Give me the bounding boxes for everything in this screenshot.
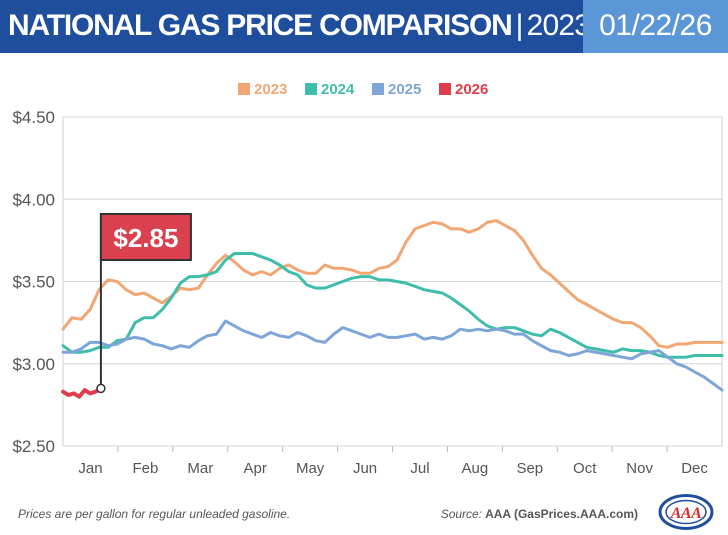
logo-text: AAA xyxy=(670,505,702,522)
title-separator: | xyxy=(515,9,524,42)
x-tick-label: May xyxy=(296,460,325,477)
report-date: 01/22/26 xyxy=(599,9,712,42)
x-tick-label: Jun xyxy=(353,460,377,477)
legend-label-2026: 2026 xyxy=(455,81,488,98)
callout-box xyxy=(99,213,192,261)
x-tick-label: Jul xyxy=(410,460,429,477)
aaa-logo-icon: AAA xyxy=(658,494,714,530)
x-tick-label: Aug xyxy=(462,460,489,477)
date-bar: 01/22/26 xyxy=(583,0,728,53)
series-line-2025 xyxy=(61,319,724,392)
legend-label-2023: 2023 xyxy=(254,81,287,98)
x-tick-label: Jan xyxy=(78,460,102,477)
title-bar: NATIONAL GAS PRICE COMPARISON|2023-2026 xyxy=(0,0,664,53)
legend-label-2024: 2024 xyxy=(321,81,355,98)
title-main: NATIONAL GAS PRICE COMPARISON xyxy=(8,9,513,42)
series-line-2024 xyxy=(61,252,724,359)
x-tick-label: Apr xyxy=(244,460,267,477)
series-line-2026 xyxy=(61,386,103,399)
y-tick-label: $3.00 xyxy=(12,355,55,374)
footnote: Prices are per gallon for regular unlead… xyxy=(18,507,291,521)
header-banner: NATIONAL GAS PRICE COMPARISON|2023-2026 … xyxy=(0,0,728,53)
x-tick-label: Feb xyxy=(132,460,158,477)
legend-label-2025: 2025 xyxy=(388,81,421,98)
legend-swatch-2026 xyxy=(439,83,451,95)
x-tick-label: Dec xyxy=(681,460,708,477)
x-tick-label: Nov xyxy=(626,460,653,477)
x-tick-label: Sep xyxy=(516,460,543,477)
legend-swatch-2023 xyxy=(238,83,250,95)
source-label: Source: xyxy=(440,507,483,521)
x-tick-label: Mar xyxy=(187,460,213,477)
source-value: AAA (GasPrices.AAA.com) xyxy=(485,507,638,521)
legend-swatch-2024 xyxy=(305,83,317,95)
line-chart: $2.50 $3.00 $3.50 $4.00 $4.50 Jan Feb Mar Apr May… xyxy=(0,53,728,505)
source-note: Source: AAA (GasPrices.AAA.com) xyxy=(441,507,638,521)
y-tick-label: $3.50 xyxy=(12,273,55,292)
y-tick-label: $2.50 xyxy=(12,437,55,456)
y-tick-label: $4.00 xyxy=(12,190,55,209)
legend-swatch-2025 xyxy=(372,83,384,95)
y-tick-label: $4.50 xyxy=(12,108,55,127)
callout-label: $2.85 xyxy=(113,223,178,253)
chart-title: NATIONAL GAS PRICE COMPARISON|2023-2026 xyxy=(8,9,664,43)
x-tick-label: Oct xyxy=(573,460,597,477)
callout-marker xyxy=(96,383,106,394)
